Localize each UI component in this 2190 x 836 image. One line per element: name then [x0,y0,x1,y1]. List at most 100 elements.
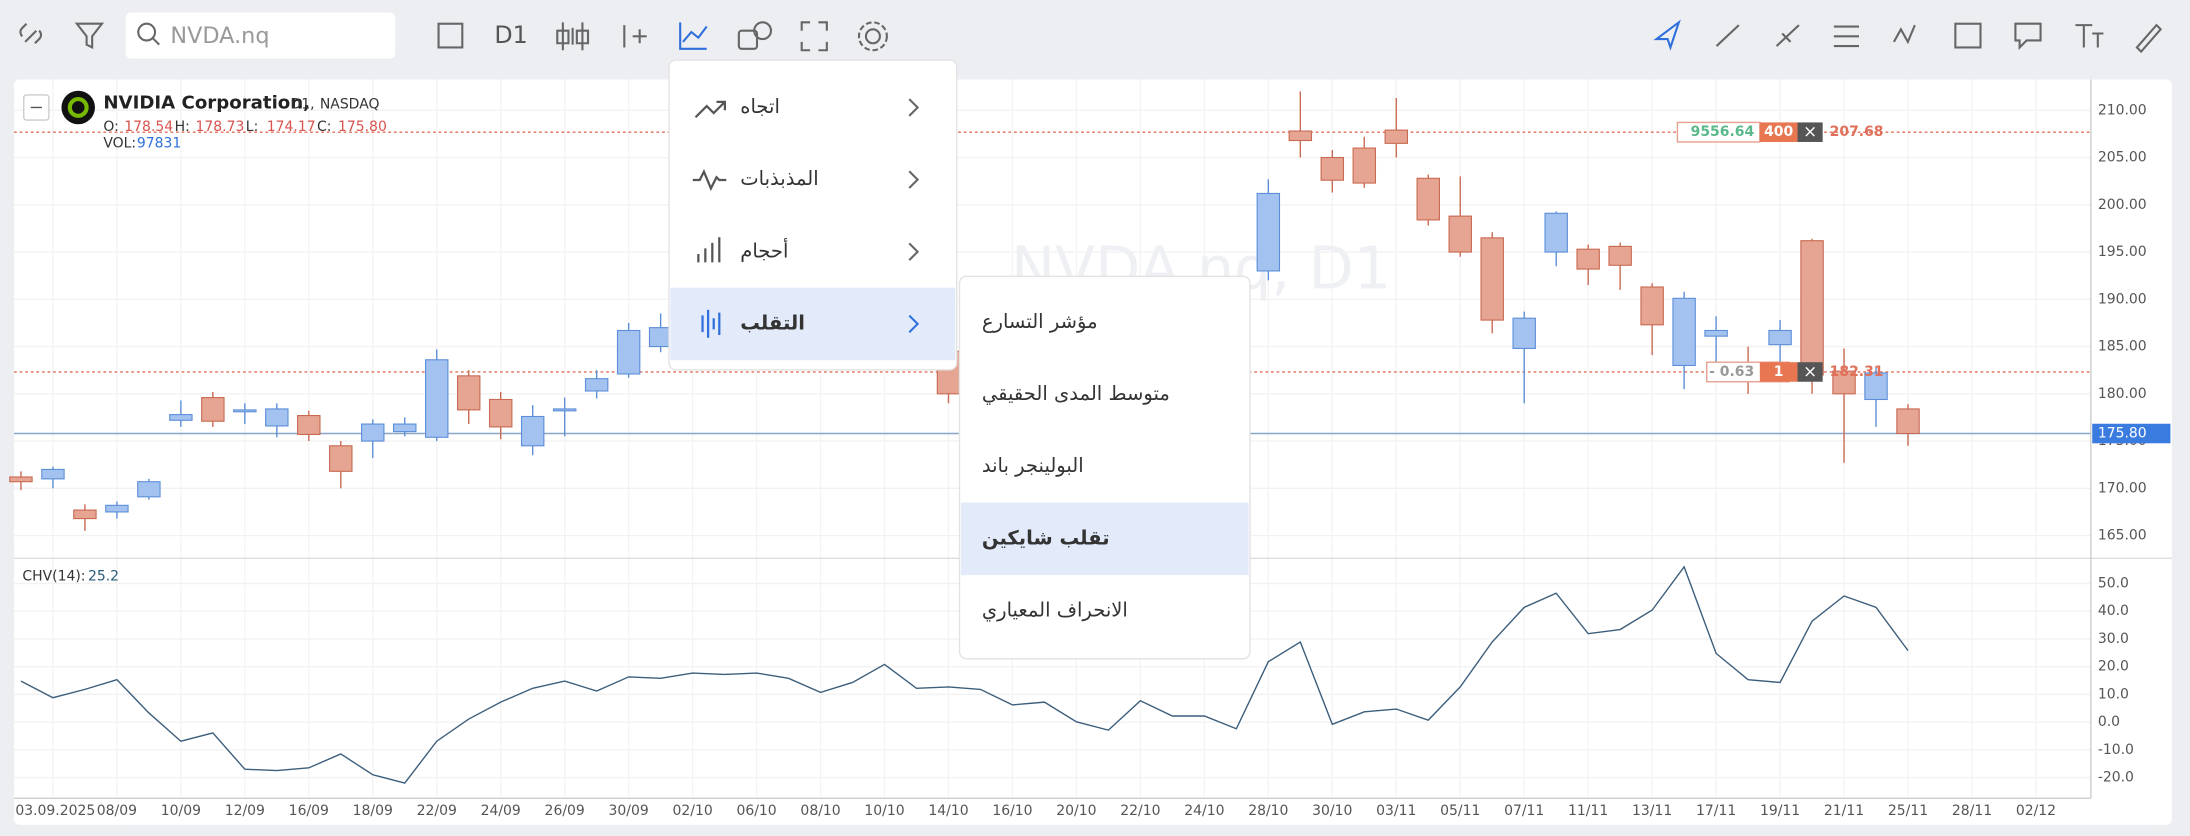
menu-item[interactable]: التقلب [740,311,805,334]
candle-body [1288,130,1313,142]
candle-body [1768,329,1792,346]
line-tool[interactable] [1715,24,1740,47]
menu-item[interactable]: أحجام [740,237,788,262]
toolbar [19,19,2163,54]
ohlc-value: 178.73 [196,119,245,135]
candle-body [1608,245,1632,266]
comment-tool[interactable] [2014,22,2042,50]
box-tool[interactable] [1954,22,1982,49]
link-icon[interactable] [19,22,42,45]
candle-body [73,509,97,520]
menu-chevron [908,98,920,117]
order-price: 182.31 [1830,364,1884,380]
x-tick-label: 08/10 [800,803,840,819]
menu-item-icon [701,309,721,338]
text-tool[interactable] [2075,24,2104,48]
order-close[interactable]: × [1803,361,1817,381]
ohlc-label: O: [103,119,118,135]
candle-body [1576,248,1600,270]
filter-icon[interactable] [74,22,105,50]
candle-body [1704,329,1728,337]
order-qty-box [1759,362,1798,382]
channel-tool[interactable] [1775,24,1800,47]
x-tick-label: 13/11 [1632,803,1672,819]
order-pnl: - 0.63 [1709,364,1754,380]
cursor-icon[interactable] [1653,19,1681,51]
submenu-item[interactable]: البولينجر باند [982,454,1084,477]
grid [13,79,2091,799]
menu-item-icon [697,237,721,263]
ohlc-label: H: [175,119,190,135]
submenu-item[interactable]: متوسط المدى الحقيقي [982,382,1170,405]
indicator-value: 25.2 [88,568,119,584]
candle-body [1672,297,1696,367]
brush-tool[interactable] [2135,23,2163,54]
indicator-tick-label: 50.0 [2098,576,2129,592]
x-tick-label: 16/09 [289,803,329,819]
current-price-label: 175.80 [2098,426,2147,442]
submenu-item[interactable]: تقلب شايكين [982,526,1110,549]
settings-icon[interactable] [864,28,881,45]
menu-item[interactable]: المذبذبات [740,167,818,190]
x-tick-label: 24/09 [481,803,521,819]
candle-body [1384,129,1408,144]
fib-tool[interactable] [1833,25,1859,48]
candle-body [233,409,257,413]
ohlc-value: 178.54 [124,119,173,135]
menus: اتجاه المذبذبات أحجام التقلب مؤشر التسارع متو… [668,59,1251,660]
order-close[interactable]: × [1803,121,1817,141]
price-tick-label: 170.00 [2098,480,2147,496]
indicator-icon[interactable] [679,22,708,50]
add-icon[interactable] [623,25,647,48]
candle-icon[interactable] [556,22,590,51]
x-tick-label: 22/09 [417,803,457,819]
x-tick-label: 11/11 [1568,803,1608,819]
order-pnl: 9556.64 [1691,124,1755,140]
menu-item[interactable]: اتجاه [740,95,780,118]
order-close-box[interactable] [1797,122,1823,142]
x-tick-label: 30/09 [609,803,649,819]
x-tick-label: 05/11 [1440,803,1480,819]
x-tick-label: 02/10 [672,803,712,819]
candle-body [393,423,417,433]
timeframe-button[interactable]: D1 [494,21,527,49]
search-box[interactable] [125,12,396,59]
x-tick-label: 10/09 [161,803,201,819]
indicator-tick-label: -20.0 [2098,770,2134,786]
price-tick-label: 200.00 [2098,197,2147,213]
volume-value: 97831 [137,136,181,152]
x-tick-label: 25/11 [1888,803,1928,819]
menu-item-icon [694,100,726,119]
price-tick-label: 165.00 [2098,528,2147,544]
order-close-box[interactable] [1797,362,1823,382]
candle-body [1352,147,1377,184]
x-tick-label: 21/11 [1824,803,1864,819]
candle-body [105,504,129,513]
price-tick-label: 205.00 [2098,150,2147,166]
candle-body [425,359,449,438]
price-tick-label: 185.00 [2098,339,2147,355]
indicator-tick-label: 0.0 [2098,714,2120,730]
fullscreen-icon[interactable] [800,21,828,52]
shapes-icon[interactable] [737,29,759,50]
submenu-item[interactable]: الانحراف المعياري [982,599,1128,622]
price-tick-label: 190.00 [2098,291,2147,307]
symbol-name: NVIDIA Corporation, [103,92,310,113]
submenu-item-highlight [960,502,1249,576]
x-tick-label: 03.09.2025 [15,803,95,819]
candle-body [361,423,385,442]
candle-body [1320,156,1345,181]
search-icon [137,22,157,42]
indicator-line [20,565,1909,784]
indicator-tick-label: 30.0 [2098,631,2129,647]
symbol-exchange: NASDAQ [320,97,380,113]
x-tick-label: 03/11 [1376,803,1416,819]
price-tick-label: 195.00 [2098,244,2147,260]
rect-icon[interactable] [437,22,464,49]
candle-body [1448,215,1472,253]
search-placeholder: NVDA.nq [170,23,269,49]
wave-tool[interactable] [1892,24,1916,45]
submenu-item[interactable]: مؤشر التسارع [982,310,1098,333]
ohlc-label: L: [246,119,258,135]
